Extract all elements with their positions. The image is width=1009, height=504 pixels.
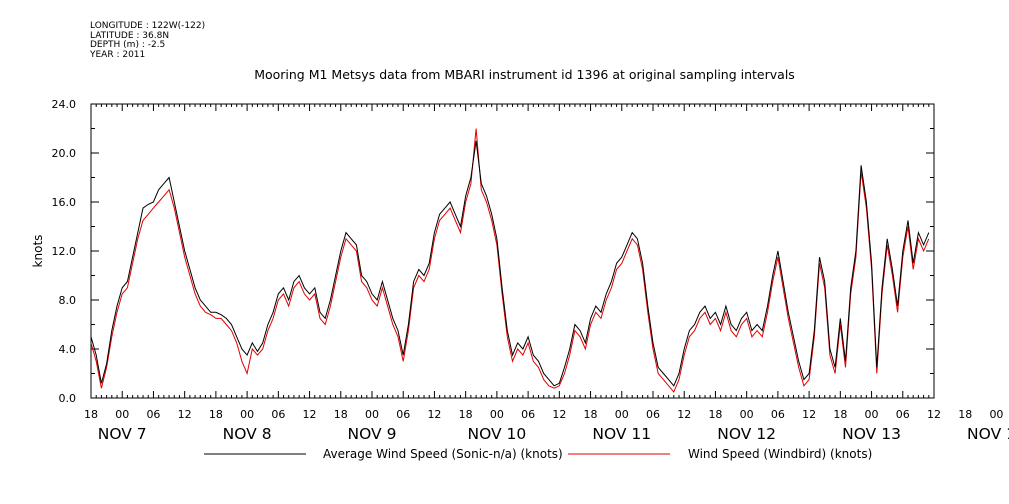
x-tick-label: 18 — [334, 408, 348, 421]
x-tick-label: 18 — [958, 408, 972, 421]
x-tick-label: 12 — [552, 408, 566, 421]
x-tick-label: 06 — [771, 408, 785, 421]
x-day-label: NOV 14 — [967, 425, 1009, 443]
x-tick-label: 06 — [646, 408, 660, 421]
x-day-label: NOV 13 — [842, 425, 901, 443]
x-day-label: NOV 10 — [467, 425, 526, 443]
x-tick-label: 18 — [459, 408, 473, 421]
x-tick-label: 06 — [396, 408, 410, 421]
y-tick-label: 12.0 — [52, 245, 77, 258]
x-tick-label: 00 — [615, 408, 629, 421]
x-tick-label: 00 — [989, 408, 1003, 421]
series-line — [90, 140, 930, 387]
y-tick-label: 24.0 — [52, 98, 77, 111]
y-axis-label: knots — [31, 235, 45, 268]
y-tick-label: 0.0 — [59, 392, 77, 405]
x-axis: 18 00 06 12 18 00 06 12 18 00 06 12 18 00 06 12 18 00 06 12… — [84, 104, 1009, 443]
x-tick-label: 12 — [802, 408, 816, 421]
x-day-label: NOV 12 — [717, 425, 776, 443]
series-line — [90, 128, 930, 393]
x-tick-label: 00 — [740, 408, 754, 421]
year-text: YEAR : 2011 — [90, 49, 146, 60]
y-axis: 0.0 4.0 8.0 12.0 16.0 20.0 24.0 — [52, 98, 934, 405]
legend: Average Wind Speed (Sonic-n/a) (knots) Wi… — [204, 447, 872, 461]
x-tick-label: 18 — [584, 408, 598, 421]
latitude-text: LATITUDE : 36.8N — [90, 30, 170, 41]
x-day-label: NOV 11 — [592, 425, 651, 443]
longitude-text: LONGITUDE : 122W(-122) — [90, 21, 206, 31]
chart-title: Mooring M1 Metsys data from MBARI instru… — [254, 67, 795, 82]
x-tick-label: 12 — [677, 408, 691, 421]
legend-label: Average Wind Speed (Sonic-n/a) (knots) — [323, 447, 563, 461]
x-tick-label: 18 — [833, 408, 847, 421]
x-tick-label: 00 — [865, 408, 879, 421]
x-tick-label: 18 — [84, 408, 98, 421]
x-tick-label: 00 — [365, 408, 379, 421]
y-tick-label: 8.0 — [59, 294, 77, 307]
y-tick-label: 16.0 — [52, 196, 77, 209]
x-tick-label: 12 — [303, 408, 317, 421]
x-tick-label: 18 — [209, 408, 223, 421]
x-tick-label: 06 — [146, 408, 160, 421]
y-tick-label: 4.0 — [59, 343, 77, 356]
x-day-label: NOV 7 — [98, 425, 147, 443]
series-layer — [90, 128, 930, 393]
y-tick-label: 20.0 — [52, 147, 77, 160]
x-tick-label: 12 — [178, 408, 192, 421]
x-tick-label: 00 — [490, 408, 504, 421]
x-day-label: NOV 8 — [223, 425, 272, 443]
x-tick-label: 12 — [927, 408, 941, 421]
metadata-block: LONGITUDE : 122W(-122) LATITUDE : 36.8N … — [90, 21, 206, 60]
depth-text: DEPTH (m) : -2.5 — [90, 40, 166, 50]
legend-label: Wind Speed (Windbird) (knots) — [688, 447, 872, 461]
x-tick-label: 18 — [708, 408, 722, 421]
x-tick-label: 06 — [271, 408, 285, 421]
x-tick-label: 12 — [427, 408, 441, 421]
x-tick-label: 00 — [115, 408, 129, 421]
x-tick-label: 06 — [896, 408, 910, 421]
x-day-label: NOV 9 — [348, 425, 397, 443]
x-tick-label: 06 — [521, 408, 535, 421]
x-tick-label: 00 — [240, 408, 254, 421]
